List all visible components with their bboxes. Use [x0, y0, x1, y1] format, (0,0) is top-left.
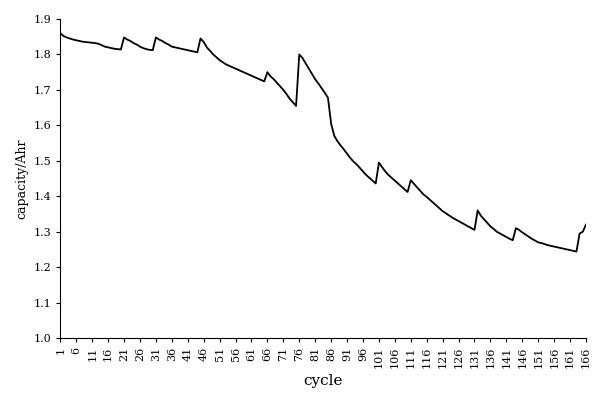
X-axis label: cycle: cycle: [304, 374, 343, 388]
Y-axis label: capacity/Ahr: capacity/Ahr: [15, 138, 28, 219]
